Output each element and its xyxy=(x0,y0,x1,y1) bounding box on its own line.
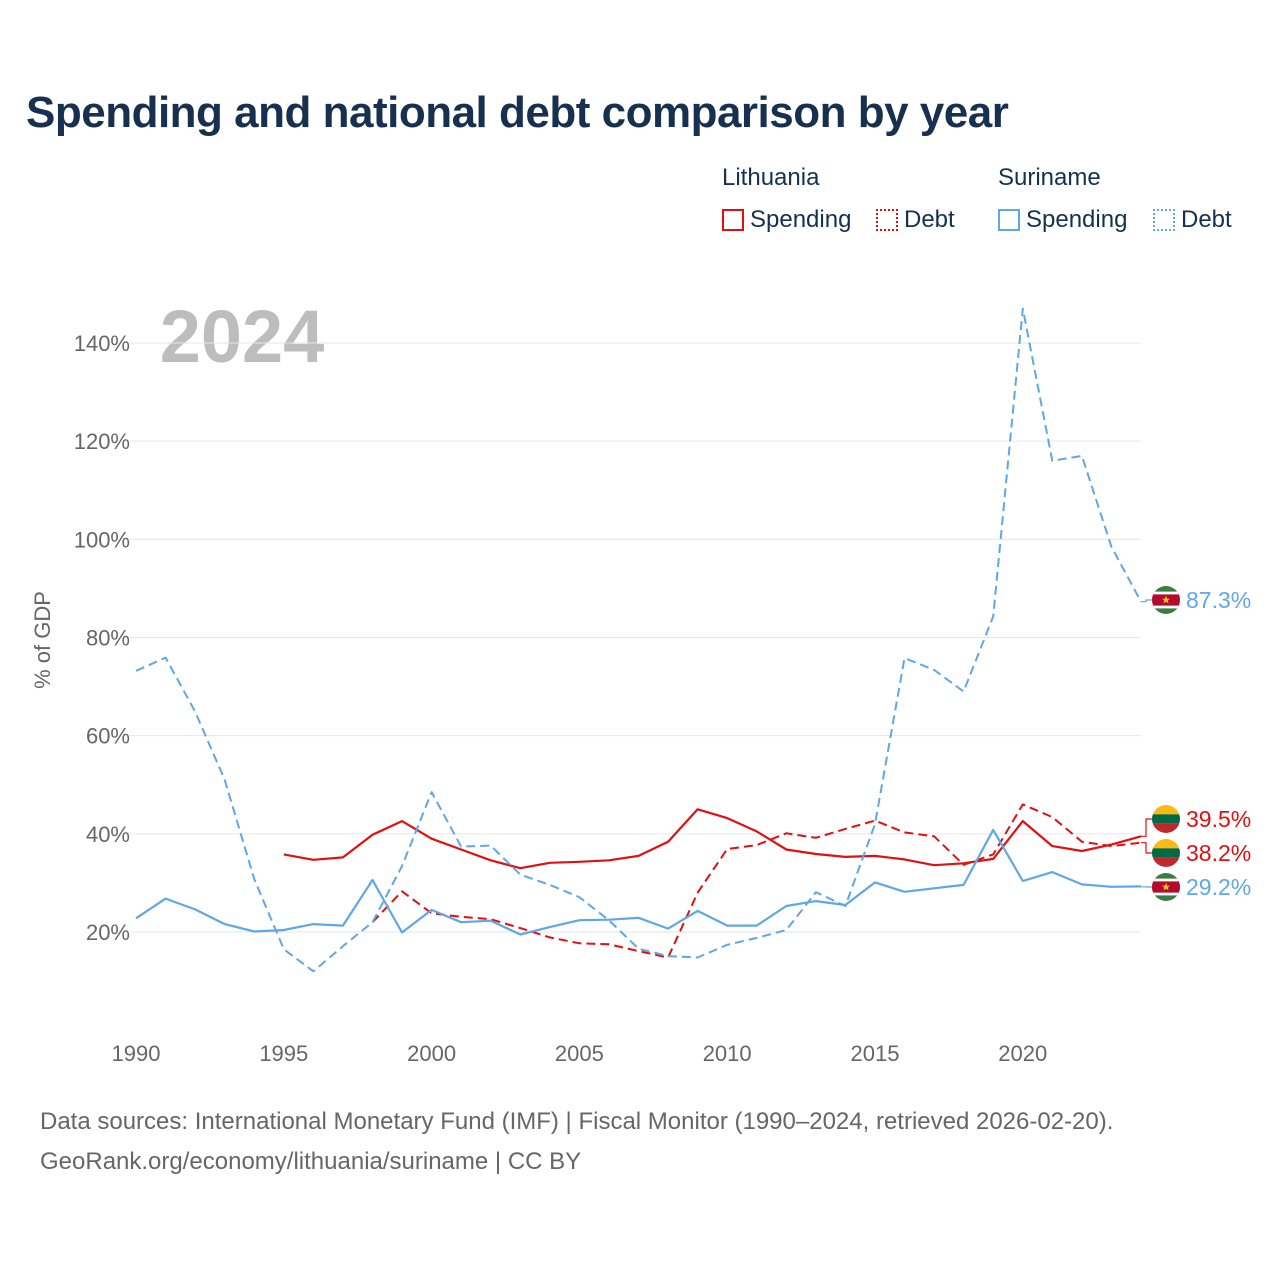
series-line-lithuania-debt xyxy=(371,803,1142,959)
x-tick-label: 2005 xyxy=(555,1041,604,1066)
legend-item-suriname-spending[interactable]: Spending xyxy=(998,205,1127,235)
suriname-flag-icon xyxy=(1152,873,1180,901)
legend-swatch-solid-blue xyxy=(998,209,1020,231)
legend-label: Debt xyxy=(1181,206,1232,233)
y-tick-label: 20% xyxy=(86,920,130,945)
suriname-flag-icon xyxy=(1152,586,1180,614)
series-line-suriname-spending xyxy=(135,828,1142,936)
legend-swatch-dotted-blue xyxy=(1153,209,1175,231)
x-tick-label: 1990 xyxy=(112,1041,161,1066)
end-value-label: 38.2% xyxy=(1186,840,1251,866)
end-value-label: 39.5% xyxy=(1186,806,1251,832)
legend-group-suriname: Suriname xyxy=(998,164,1101,191)
legend-item-lithuania-spending[interactable]: Spending xyxy=(722,205,851,235)
grid-lines xyxy=(130,342,1141,933)
end-labels: 87.3% 39.5% 38.2% 29.2% xyxy=(1141,586,1251,901)
lithuania-flag-icon xyxy=(1152,839,1180,867)
y-tick-label: 80% xyxy=(86,626,130,651)
y-axis-label: % of GDP xyxy=(30,591,55,689)
y-tick-label: 40% xyxy=(86,822,130,847)
x-tick-label: 1995 xyxy=(259,1041,308,1066)
legend-swatch-dotted-red xyxy=(876,209,898,231)
x-tick-label: 2020 xyxy=(998,1041,1047,1066)
line-chart: 2024 20% 40% 60% 80% 100% 120% 140% 1990 1995 20… xyxy=(30,295,1251,1066)
year-watermark: 2024 xyxy=(160,295,325,378)
end-label-connector xyxy=(1141,842,1152,854)
x-tick-label: 2000 xyxy=(407,1041,456,1066)
end-value-label: 29.2% xyxy=(1186,874,1251,900)
x-tick-label: 2010 xyxy=(703,1041,752,1066)
legend-label: Spending xyxy=(1026,206,1128,233)
footer-link[interactable]: GeoRank.org/economy/lithuania/suriname |… xyxy=(40,1148,582,1175)
footer-sources: Data sources: International Monetary Fun… xyxy=(40,1108,1114,1135)
chart-title: Spending and national debt comparison by… xyxy=(26,88,1009,137)
lithuania-flag-icon xyxy=(1152,805,1180,833)
series-lines xyxy=(135,307,1142,973)
x-tick-label: 2015 xyxy=(850,1041,899,1066)
y-tick-label: 60% xyxy=(86,724,130,749)
legend-group-lithuania: Lithuania xyxy=(722,164,820,191)
legend-label: Spending xyxy=(750,206,852,233)
y-axis-ticks: 20% 40% 60% 80% 100% 120% 140% xyxy=(74,331,130,945)
y-tick-label: 100% xyxy=(74,527,130,552)
legend-item-suriname-debt[interactable]: Debt xyxy=(1153,205,1232,235)
end-label-connector xyxy=(1141,599,1152,603)
legend-swatch-solid-red xyxy=(722,209,744,231)
series-line-suriname-debt xyxy=(135,307,1142,973)
end-label-connector xyxy=(1141,818,1152,837)
legend-label: Debt xyxy=(904,206,955,233)
end-value-label: 87.3% xyxy=(1186,587,1251,613)
x-axis-ticks: 1990 1995 2000 2005 2010 2015 2020 xyxy=(112,1041,1048,1066)
legend-item-lithuania-debt[interactable]: Debt xyxy=(876,205,955,235)
y-tick-label: 140% xyxy=(74,331,130,356)
y-tick-label: 120% xyxy=(74,429,130,454)
series-line-lithuania-spending xyxy=(283,808,1142,870)
